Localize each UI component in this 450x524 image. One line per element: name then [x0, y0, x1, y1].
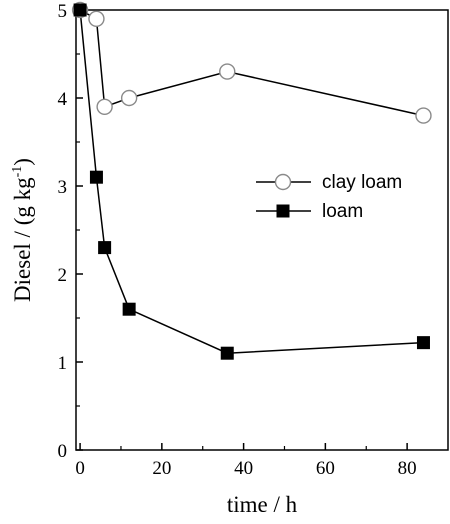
data-point-square	[73, 3, 87, 17]
data-point-circle	[88, 10, 105, 27]
x-tick-label: 80	[398, 458, 417, 479]
data-point-square	[416, 336, 430, 350]
x-tick-label: 60	[316, 458, 335, 479]
axis-ticks: 0 20 40 60 80 0 1 2 3 4 5	[58, 1, 417, 479]
x-tick-label: 20	[152, 458, 171, 479]
y-tick-label: 0	[58, 441, 68, 462]
y-axis-title-close: )	[10, 158, 35, 166]
y-tick-label: 4	[58, 89, 68, 110]
series-line-1	[79, 9, 424, 354]
plot-frame	[75, 9, 449, 451]
legend-label: clay loam	[322, 172, 402, 193]
data-point-square	[220, 346, 234, 360]
legend-marker-circle	[274, 173, 292, 191]
data-point-square	[98, 241, 112, 255]
data-point-circle	[120, 89, 138, 107]
data-point-circle	[219, 63, 236, 80]
y-tick-label: 3	[58, 177, 68, 198]
legend: clay loam loam	[256, 172, 402, 222]
y-axis-title-exponent: -1	[10, 166, 25, 178]
x-axis-title: time / h	[227, 492, 298, 517]
data-point-circle	[415, 107, 432, 124]
legend-label: loam	[322, 201, 363, 222]
data-point-circle	[96, 98, 113, 116]
legend-marker-square	[276, 204, 290, 218]
y-axis-title: Diesel / (g kg-1)	[10, 158, 35, 302]
x-tick-label: 0	[75, 458, 85, 479]
series-layer	[71, 1, 432, 360]
y-tick-label: 1	[58, 353, 68, 374]
y-tick-label: 5	[58, 1, 68, 22]
y-tick-label: 2	[58, 265, 68, 286]
y-axis-title-main: Diesel / (g kg	[10, 177, 35, 302]
data-point-square	[89, 170, 103, 184]
data-point-square	[122, 302, 136, 316]
x-tick-label: 40	[234, 458, 253, 479]
